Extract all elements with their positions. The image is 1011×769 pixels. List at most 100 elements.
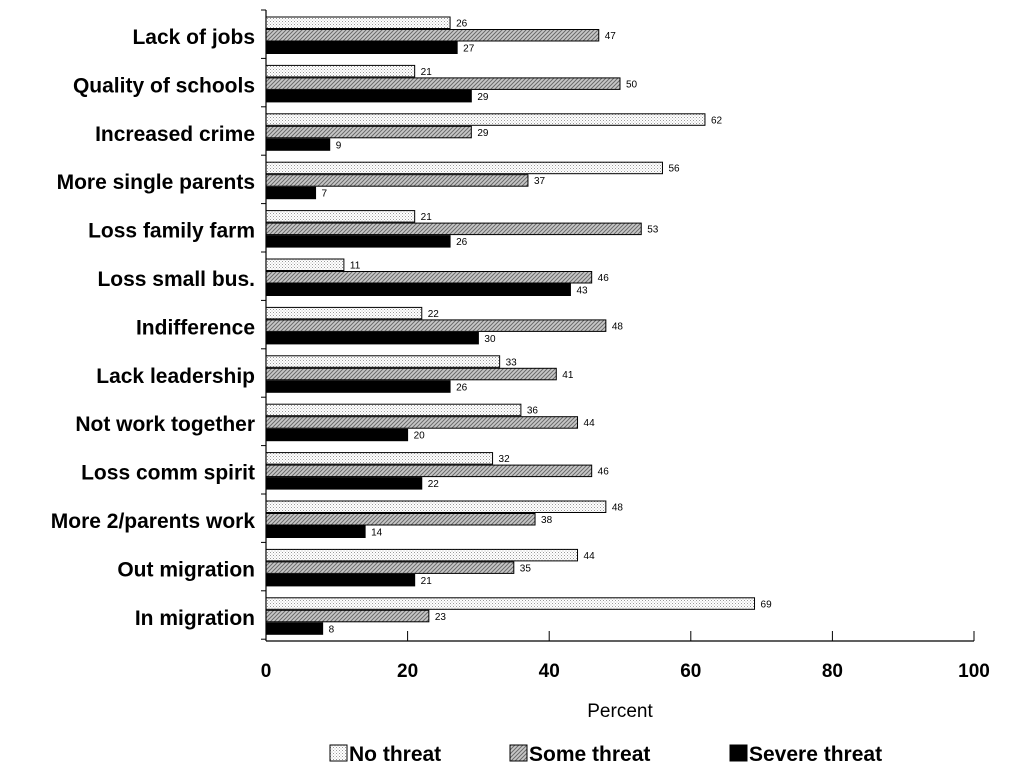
bar-some-threat-increased-crime [265, 125, 472, 139]
x-tick-label-60: 60 [680, 661, 701, 682]
data-label-severe-threat-loss-comm-spirit: 22 [428, 479, 440, 490]
bar-severe-threat-increased-crime [265, 138, 331, 151]
category-label-out-migration: Out migration [117, 558, 255, 581]
bar-no-threat-indifference [265, 306, 423, 320]
data-label-severe-threat-lack-leadership: 26 [456, 382, 468, 393]
data-label-some-threat-out-migration: 35 [520, 563, 532, 574]
bar-some-threat-lack-leadership [265, 367, 557, 381]
data-label-some-threat-increased-crime: 29 [477, 128, 489, 139]
data-label-some-threat-loss-comm-spirit: 46 [598, 467, 610, 478]
x-tick-label-100: 100 [958, 661, 990, 682]
data-label-some-threat-loss-small-bus: 46 [598, 273, 610, 284]
x-tick-labels: 0 20 40 60 80 100 [261, 661, 990, 682]
bar-severe-threat-more-2-parents-work [265, 525, 366, 538]
bar-no-threat-more-single-parents [265, 161, 663, 175]
data-label-no-threat-lack-of-jobs: 26 [456, 19, 468, 30]
data-label-some-threat-in-migration: 23 [435, 612, 447, 623]
data-label-severe-threat-lack-of-jobs: 27 [463, 44, 475, 55]
category-label-not-work-together: Not work together [75, 413, 255, 436]
data-label-no-threat-not-work-together: 36 [527, 406, 539, 417]
category-label-quality-of-schools: Quality of schools [73, 74, 255, 97]
data-label-severe-threat-loss-family-farm: 26 [456, 237, 468, 248]
category-label-increased-crime: Increased crime [95, 123, 255, 146]
bar-some-threat-out-migration [265, 561, 515, 574]
data-label-no-threat-out-migration: 44 [584, 551, 596, 562]
legend-label-some-threat: Some threat [529, 743, 650, 766]
legend-label-no-threat: No threat [349, 743, 441, 766]
legend-label-severe-threat: Severe threat [749, 743, 882, 766]
bar-no-threat-lack-leadership [265, 355, 501, 368]
category-label-loss-comm-spirit: Loss comm spirit [81, 462, 255, 485]
category-label-lack-leadership: Lack leadership [96, 365, 255, 388]
bar-some-threat-loss-comm-spirit [265, 464, 593, 478]
category-label-more-single-parents: More single parents [57, 171, 255, 194]
data-label-some-threat-not-work-together: 44 [584, 418, 596, 429]
x-tick-label-80: 80 [822, 661, 843, 682]
category-label-loss-small-bus: Loss small bus. [97, 268, 255, 291]
bar-some-threat-quality-of-schools [265, 77, 621, 90]
x-axis-label: Percent [587, 701, 653, 722]
data-label-severe-threat-not-work-together: 20 [414, 431, 426, 442]
data-label-no-threat-quality-of-schools: 21 [421, 67, 433, 78]
bar-severe-threat-lack-leadership [265, 380, 451, 393]
legend-swatch-severe-threat [729, 744, 748, 762]
data-label-some-threat-lack-of-jobs: 47 [605, 31, 617, 42]
bar-some-threat-in-migration [265, 609, 430, 623]
bar-severe-threat-out-migration [265, 573, 416, 587]
data-label-some-threat-lack-leadership: 41 [562, 370, 574, 381]
bar-some-threat-indifference [265, 319, 607, 332]
bar-no-threat-quality-of-schools [265, 64, 416, 78]
bar-no-threat-in-migration [265, 597, 756, 610]
data-label-some-threat-quality-of-schools: 50 [626, 79, 638, 90]
data-label-no-threat-loss-small-bus: 11 [350, 261, 361, 272]
bar-severe-threat-not-work-together [265, 428, 409, 442]
data-label-severe-threat-indifference: 30 [484, 334, 496, 345]
x-tick-label-20: 20 [397, 661, 418, 682]
bar-severe-threat-loss-comm-spirit [265, 477, 423, 490]
data-label-no-threat-more-2-parents-work: 48 [612, 503, 624, 514]
data-label-no-threat-loss-comm-spirit: 32 [499, 454, 511, 465]
data-label-some-threat-indifference: 48 [612, 321, 624, 332]
category-label-lack-of-jobs: Lack of jobs [132, 26, 255, 49]
category-labels: Lack of jobs Quality of schools Increased … [51, 26, 256, 630]
data-label-some-threat-more-single-parents: 37 [534, 176, 546, 187]
bar-severe-threat-in-migration [265, 622, 324, 635]
x-tick-label-40: 40 [539, 661, 560, 682]
bar-some-threat-loss-family-farm [265, 222, 642, 236]
bar-some-threat-more-2-parents-work [265, 513, 536, 526]
bar-no-threat-loss-small-bus [265, 258, 345, 271]
axes [261, 9, 975, 642]
data-label-some-threat-loss-family-farm: 53 [647, 225, 659, 236]
bar-some-threat-lack-of-jobs [265, 29, 600, 42]
bar-no-threat-not-work-together [265, 403, 522, 417]
data-label-severe-threat-in-migration: 8 [329, 624, 335, 635]
bars-layer: 26 47 27 21 50 29 62 29 9 56 37 7 21 53 26 11 46 43 22 48 30… [265, 16, 773, 635]
data-label-no-threat-loss-family-farm: 21 [421, 212, 433, 223]
category-label-indifference: Indifference [136, 316, 255, 339]
bar-severe-threat-indifference [265, 331, 479, 345]
data-label-no-threat-indifference: 22 [428, 309, 440, 320]
category-label-in-migration: In migration [135, 607, 255, 630]
data-label-severe-threat-out-migration: 21 [421, 576, 433, 587]
bar-severe-threat-more-single-parents [265, 186, 317, 200]
data-label-severe-threat-loss-small-bus: 43 [576, 286, 588, 297]
data-label-no-threat-in-migration: 69 [761, 599, 773, 610]
data-label-severe-threat-more-single-parents: 7 [322, 189, 328, 200]
bar-severe-threat-lack-of-jobs [265, 41, 458, 54]
bar-no-threat-more-2-parents-work [265, 500, 607, 513]
data-label-severe-threat-quality-of-schools: 29 [477, 92, 489, 103]
legend: No threat Some threat Severe threat [329, 743, 882, 766]
bar-severe-threat-quality-of-schools [265, 89, 472, 103]
legend-swatch-some-threat [509, 744, 528, 762]
x-tick-label-0: 0 [261, 661, 272, 682]
data-label-no-threat-more-single-parents: 56 [668, 164, 680, 175]
bar-severe-threat-loss-family-farm [265, 235, 451, 248]
bar-no-threat-increased-crime [265, 113, 706, 126]
bar-some-threat-not-work-together [265, 416, 579, 429]
data-label-no-threat-increased-crime: 62 [711, 115, 723, 126]
data-label-some-threat-more-2-parents-work: 38 [541, 515, 553, 526]
bar-no-threat-loss-comm-spirit [265, 452, 494, 465]
legend-swatch-no-threat [329, 744, 348, 762]
data-label-severe-threat-more-2-parents-work: 14 [371, 528, 383, 539]
bar-some-threat-loss-small-bus [265, 271, 593, 284]
